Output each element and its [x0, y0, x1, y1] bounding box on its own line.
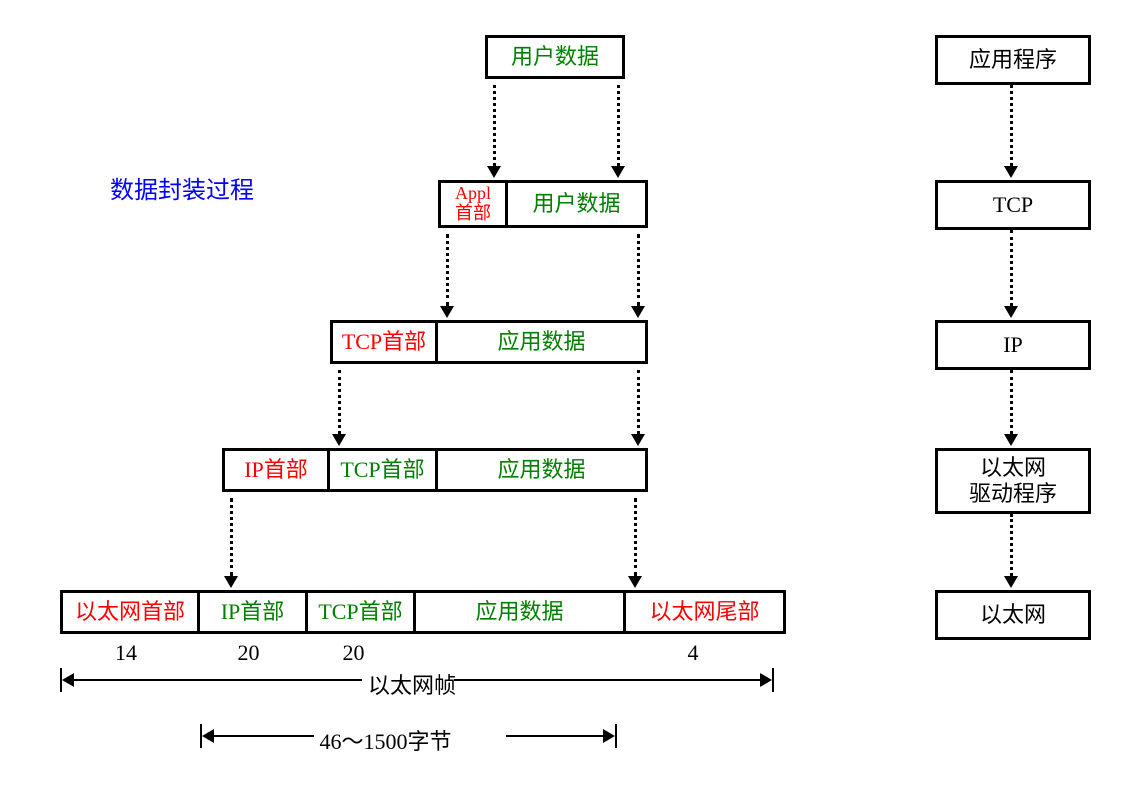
arrow-line [230, 498, 233, 576]
arrow-head-icon [1004, 576, 1018, 588]
segment: 应用数据 [438, 448, 648, 492]
bracket-label: 以太网帧 [362, 668, 462, 700]
bracket-line [454, 679, 760, 681]
arrow-line [1010, 85, 1013, 166]
segment: 以太网尾部 [626, 590, 786, 634]
arrow-line [637, 234, 640, 306]
segment: 用户数据 [485, 35, 625, 79]
segment: 应用数据 [438, 320, 648, 364]
size-label: 20 [343, 640, 365, 666]
arrow-head-icon [332, 434, 346, 446]
arrow-head-icon [631, 434, 645, 446]
arrow-line [1010, 370, 1013, 434]
layer-2: Appl 首部用户数据 [438, 180, 648, 228]
layer-1: 用户数据 [485, 35, 625, 79]
bracket-end [772, 668, 774, 692]
size-label: 20 [238, 640, 260, 666]
segment: 以太网首部 [60, 590, 200, 634]
arrow-head-icon [1004, 434, 1018, 446]
bracket-line [214, 735, 314, 737]
arrow-line [1010, 514, 1013, 576]
arrow-right-icon [603, 729, 615, 743]
size-label: 14 [115, 640, 137, 666]
segment: 应用数据 [416, 590, 626, 634]
arrow-left-icon [202, 729, 214, 743]
stack-box: 以太网 [935, 590, 1091, 640]
arrow-head-icon [1004, 306, 1018, 318]
segment: Appl 首部 [438, 180, 508, 228]
layer-3: TCP首部应用数据 [330, 320, 648, 364]
size-label: 4 [688, 640, 699, 666]
arrow-head-icon [224, 576, 238, 588]
segment: 用户数据 [508, 180, 648, 228]
layer-5: 以太网首部IP首部TCP首部应用数据以太网尾部 [60, 590, 786, 634]
segment: IP首部 [200, 590, 308, 634]
stack-box: 以太网 驱动程序 [935, 448, 1091, 514]
segment: IP首部 [222, 448, 330, 492]
arrow-head-icon [440, 306, 454, 318]
diagram-title: 数据封装过程 [110, 170, 254, 205]
stack-box: TCP [935, 180, 1091, 230]
arrow-line [617, 85, 620, 166]
bracket-end [615, 724, 617, 748]
arrow-left-icon [62, 673, 74, 687]
layer-4: IP首部TCP首部应用数据 [222, 448, 648, 492]
segment: TCP首部 [308, 590, 416, 634]
arrow-line [637, 370, 640, 434]
arrow-line [493, 85, 496, 166]
bracket-line [506, 735, 604, 737]
arrow-line [634, 498, 637, 576]
arrow-head-icon [1004, 166, 1018, 178]
segment: TCP首部 [330, 320, 438, 364]
arrow-right-icon [760, 673, 772, 687]
arrow-head-icon [611, 166, 625, 178]
bracket-line [74, 679, 362, 681]
arrow-line [338, 370, 341, 434]
arrow-line [446, 234, 449, 306]
arrow-head-icon [631, 306, 645, 318]
stack-box: IP [935, 320, 1091, 370]
stack-box: 应用程序 [935, 35, 1091, 85]
arrow-head-icon [487, 166, 501, 178]
segment: TCP首部 [330, 448, 438, 492]
arrow-head-icon [628, 576, 642, 588]
arrow-line [1010, 230, 1013, 306]
bracket-label: 46～1500字节 [314, 724, 458, 756]
